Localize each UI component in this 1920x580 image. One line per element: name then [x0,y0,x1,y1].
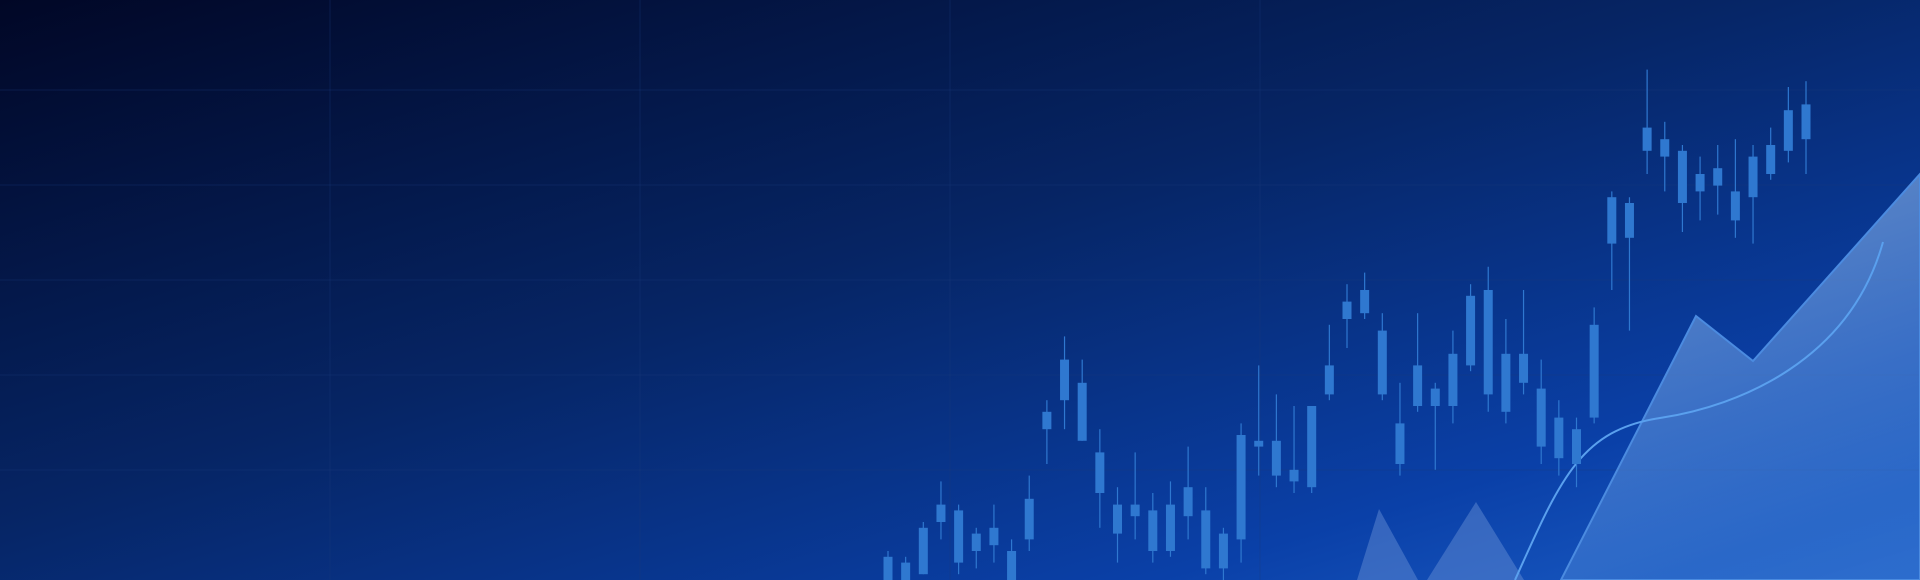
candle-body [1519,353,1529,383]
candle-body [989,527,999,546]
candle-body [936,504,946,522]
candle-body [1713,168,1723,186]
mountain-area [1559,172,1920,580]
candle-body [1377,330,1387,395]
candle-body [1448,353,1458,406]
candle-body [1271,440,1281,476]
triangle-shape [1427,502,1524,580]
candle-body [1324,365,1334,395]
candle-body [1360,290,1370,314]
candle-body [1677,150,1687,203]
candle-body [1501,353,1511,412]
candle-body [1766,145,1776,174]
candle-body [1536,388,1546,447]
candle-body [883,556,893,580]
candle-body [1466,295,1476,366]
candle-body [1624,203,1634,238]
candle-body [954,510,964,563]
candle-body [1201,510,1211,569]
candle-body [918,527,928,575]
candle-body [1183,487,1193,517]
candle-body [1060,359,1070,401]
candle-body [1130,504,1140,517]
candle-body [1660,139,1670,157]
candle-body [1483,290,1493,395]
candle-body [1572,429,1581,464]
candle-body [1218,533,1228,569]
candle-body [1607,197,1617,244]
candle-body [1254,440,1264,447]
candle-body [1165,504,1175,551]
candle-body [1342,301,1352,319]
candle-body [1307,406,1317,488]
candle-body [1042,411,1052,430]
candle-body [1113,504,1122,534]
candle-body [1748,156,1758,198]
candles [883,69,1811,580]
candle-body [1695,174,1705,192]
triangle-shape [1357,509,1418,580]
candle-body [1007,551,1017,580]
candle-body [1554,417,1564,459]
candle-body [1801,104,1811,140]
candle-body [971,533,981,551]
trend-curve [1514,241,1884,580]
candle-body [1236,435,1246,540]
candle-body [1077,382,1087,441]
candle-body [1289,469,1299,482]
candle-body [1395,423,1405,464]
candle-body [901,562,911,580]
candle-body [1642,127,1652,151]
candle-body [1783,110,1793,151]
candle-body [1730,191,1740,221]
candle-body [1024,498,1034,540]
candle-body [1430,388,1440,406]
candle-body [1589,324,1599,418]
candle-body [1413,365,1423,406]
candle-body [1095,452,1105,493]
candle-body [1148,510,1158,551]
